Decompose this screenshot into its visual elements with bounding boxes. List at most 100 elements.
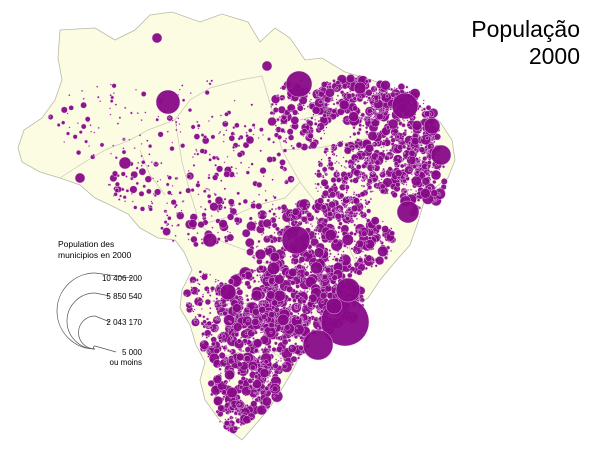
municipality-symbol: [374, 232, 377, 235]
municipality-symbol: [372, 142, 376, 146]
municipality-symbol: [370, 152, 379, 161]
municipality-symbol: [377, 245, 389, 257]
municipality-symbol: [233, 216, 241, 224]
municipality-symbol: [178, 122, 181, 125]
municipality-symbol: [367, 200, 371, 204]
municipality-symbol: [369, 115, 372, 118]
municipality-symbol: [324, 102, 329, 107]
municipality-symbol: [302, 278, 305, 281]
municipality-symbol: [261, 286, 265, 290]
municipality-symbol: [356, 131, 361, 136]
municipality-symbol: [231, 416, 234, 419]
municipality-symbol: [263, 319, 266, 323]
municipality-symbol: [213, 396, 224, 406]
municipality-symbol: [208, 82, 212, 86]
municipality-symbol: [259, 327, 264, 332]
municipality-symbol: [336, 142, 339, 145]
municipality-symbol: [219, 389, 223, 393]
municipality-symbol: [181, 84, 184, 87]
municipality-symbol: [282, 148, 288, 153]
municipality-symbol: [68, 105, 74, 111]
municipality-symbol: [365, 201, 368, 204]
municipality-symbol: [370, 171, 373, 174]
municipality-symbol: [190, 288, 194, 292]
municipality-symbol: [372, 261, 375, 264]
municipality-symbol: [155, 89, 181, 115]
municipality-symbol: [261, 276, 264, 279]
municipality-symbol: [253, 279, 257, 283]
municipality-symbol: [366, 242, 369, 245]
municipality-symbol: [414, 162, 418, 165]
municipality-symbol: [343, 185, 346, 188]
municipality-symbol: [272, 107, 279, 113]
municipality-symbol: [235, 167, 238, 170]
municipality-symbol: [302, 329, 334, 361]
municipality-symbol: [267, 380, 270, 383]
municipality-symbol: [411, 146, 415, 150]
municipality-symbol: [303, 107, 306, 110]
municipality-symbol: [430, 169, 442, 181]
municipality-symbol: [381, 141, 386, 147]
municipality-symbol: [399, 163, 405, 169]
municipality-symbol: [292, 109, 299, 116]
municipality-symbol: [220, 389, 227, 396]
municipality-symbol: [427, 160, 432, 165]
municipality-symbol: [291, 146, 296, 150]
municipality-symbol: [165, 182, 170, 187]
municipality-symbol: [419, 144, 422, 147]
municipality-symbol: [214, 329, 217, 332]
municipality-symbol: [394, 169, 403, 177]
municipality-symbol: [226, 230, 229, 233]
municipality-symbol: [341, 233, 354, 246]
municipality-symbol: [218, 338, 222, 343]
municipality-symbol: [354, 243, 358, 247]
municipality-symbol: [371, 164, 374, 167]
municipality-symbol: [326, 198, 331, 203]
municipality-symbol: [372, 97, 375, 101]
municipality-symbol: [319, 136, 323, 140]
municipality-symbol: [324, 107, 327, 110]
municipality-symbol: [262, 300, 266, 303]
municipality-symbol: [370, 228, 373, 231]
municipality-symbol: [152, 192, 155, 195]
municipality-symbol: [252, 200, 256, 203]
municipality-symbol: [264, 346, 267, 349]
municipality-symbol: [281, 338, 289, 346]
municipality-symbol: [348, 111, 359, 122]
municipality-symbol: [214, 394, 217, 397]
municipality-symbol: [390, 137, 396, 143]
municipality-symbol: [258, 313, 261, 316]
municipality-symbol: [412, 164, 417, 169]
municipality-symbol: [262, 133, 265, 136]
municipality-symbol: [306, 265, 309, 268]
municipality-symbol: [217, 132, 220, 135]
municipality-symbol: [387, 166, 393, 172]
municipality-symbol: [286, 285, 294, 293]
municipality-symbol: [395, 134, 400, 139]
municipality-symbol: [380, 178, 383, 181]
municipality-symbol: [135, 181, 140, 186]
municipality-symbol: [438, 168, 441, 171]
municipality-symbol: [378, 91, 381, 94]
municipality-symbol: [227, 417, 230, 421]
municipality-symbol: [223, 359, 227, 363]
municipality-symbol: [229, 231, 232, 234]
municipality-symbol: [347, 207, 352, 212]
municipality-symbol: [322, 202, 325, 205]
municipality-symbol: [112, 194, 115, 197]
municipality-symbol: [310, 116, 314, 120]
municipality-symbol: [220, 345, 224, 348]
municipality-symbol: [202, 293, 205, 296]
municipality-symbol: [343, 165, 346, 168]
municipality-symbol: [327, 158, 332, 163]
municipality-symbol: [276, 152, 282, 157]
municipality-symbol: [118, 198, 121, 201]
municipality-symbol: [384, 160, 387, 163]
municipality-symbol: [215, 303, 218, 306]
legend-title-line-1: Population des: [58, 239, 115, 249]
municipality-symbol: [295, 141, 303, 149]
municipality-symbol: [393, 161, 399, 166]
municipality-symbol: [239, 349, 242, 352]
municipality-symbol: [75, 150, 82, 156]
municipality-symbol: [290, 211, 294, 215]
